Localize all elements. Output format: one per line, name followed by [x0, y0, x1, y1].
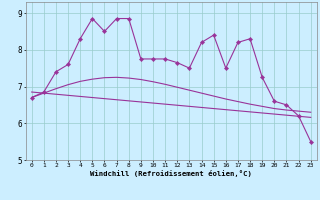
X-axis label: Windchill (Refroidissement éolien,°C): Windchill (Refroidissement éolien,°C) — [90, 170, 252, 177]
